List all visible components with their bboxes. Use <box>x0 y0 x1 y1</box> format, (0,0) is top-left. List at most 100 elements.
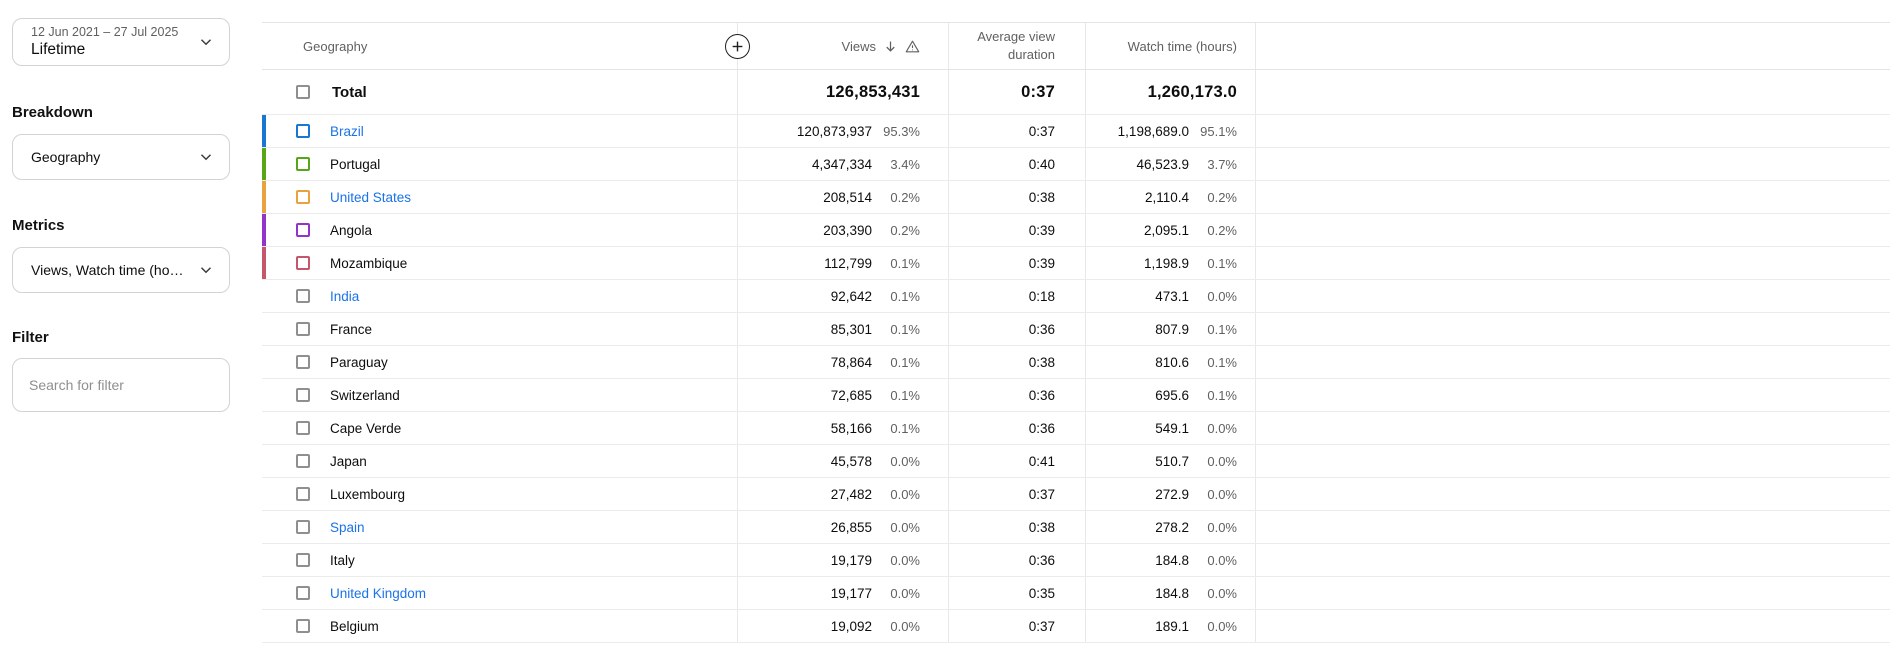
series-color-bar <box>262 247 266 279</box>
country-name[interactable]: Angola <box>330 222 373 238</box>
avg-view-duration-column-header[interactable]: Average view duration <box>948 23 1085 69</box>
views-percent: 95.3% <box>883 123 920 139</box>
series-color-bar <box>262 115 266 147</box>
watch-time-percent: 0.1% <box>1207 255 1237 271</box>
row-checkbox[interactable] <box>296 421 310 435</box>
breakdown-label: Breakdown <box>12 104 93 121</box>
views-percent: 0.2% <box>890 189 920 205</box>
chevron-down-icon <box>200 267 212 274</box>
row-checkbox[interactable] <box>296 190 310 204</box>
row-checkbox[interactable] <box>296 223 310 237</box>
row-checkbox[interactable] <box>296 619 310 633</box>
table-row[interactable]: Switzerland 72,685 0.1% 0:36 695.6 0.1% <box>262 379 1890 412</box>
watch-time-value: 510.7 <box>1155 453 1189 469</box>
total-row: Total 126,853,431 0:37 1,260,173.0 <box>262 70 1890 115</box>
row-checkbox[interactable] <box>296 454 310 468</box>
add-metric-button[interactable] <box>725 34 750 59</box>
filter-search-input[interactable] <box>12 358 230 412</box>
country-name[interactable]: United States <box>330 189 412 205</box>
country-name[interactable]: France <box>330 321 373 337</box>
table-row[interactable]: Luxembourg 27,482 0.0% 0:37 272.9 0.0% <box>262 478 1890 511</box>
series-color-bar <box>262 148 266 180</box>
table-row[interactable]: Angola 203,390 0.2% 0:39 2,095.1 0.2% <box>262 214 1890 247</box>
watch-time-percent: 0.0% <box>1207 519 1237 535</box>
watch-time-value: 46,523.9 <box>1136 156 1189 172</box>
country-name[interactable]: Italy <box>330 552 355 568</box>
table-row[interactable]: Brazil 120,873,937 95.3% 0:37 1,198,689.… <box>262 115 1890 148</box>
views-value: 112,799 <box>824 255 872 271</box>
country-name[interactable]: Paraguay <box>330 354 388 370</box>
watch-time-value: 189.1 <box>1155 618 1189 634</box>
country-name[interactable]: Mozambique <box>330 255 408 271</box>
row-checkbox[interactable] <box>296 256 310 270</box>
total-views: 126,853,431 <box>826 82 920 101</box>
row-checkbox[interactable] <box>296 124 310 138</box>
row-checkbox[interactable] <box>296 553 310 567</box>
country-name[interactable]: Spain <box>330 519 365 535</box>
country-name[interactable]: Portugal <box>330 156 381 172</box>
geography-column-header[interactable]: Geography <box>303 38 368 54</box>
total-avg-view-duration: 0:37 <box>1021 82 1055 101</box>
breakdown-selected-value: Geography <box>31 149 101 165</box>
breakdown-select[interactable]: Geography <box>12 134 230 180</box>
table-row[interactable]: Italy 19,179 0.0% 0:36 184.8 0.0% <box>262 544 1890 577</box>
views-column-header[interactable]: Views <box>737 23 948 69</box>
table-row[interactable]: Spain 26,855 0.0% 0:38 278.2 0.0% <box>262 511 1890 544</box>
row-checkbox[interactable] <box>296 157 310 171</box>
avg-view-duration-value: 0:38 <box>1028 354 1055 370</box>
date-range-picker[interactable]: 12 Jun 2021 – 27 Jul 2025 Lifetime <box>12 18 230 66</box>
row-checkbox[interactable] <box>296 289 310 303</box>
avg-view-duration-value: 0:37 <box>1028 618 1055 634</box>
watch-time-column-header[interactable]: Watch time (hours) <box>1085 23 1255 69</box>
table-row[interactable]: United States 208,514 0.2% 0:38 2,110.4 … <box>262 181 1890 214</box>
country-name[interactable]: India <box>330 288 360 304</box>
metrics-select[interactable]: Views, Watch time (ho… <box>12 247 230 293</box>
row-checkbox[interactable] <box>296 355 310 369</box>
views-percent: 0.0% <box>890 618 920 634</box>
table-row[interactable]: Cape Verde 58,166 0.1% 0:36 549.1 0.0% <box>262 412 1890 445</box>
warning-icon <box>905 40 920 52</box>
watch-time-value: 695.6 <box>1155 387 1189 403</box>
row-checkbox[interactable] <box>296 487 310 501</box>
country-name[interactable]: United Kingdom <box>330 585 427 601</box>
views-percent: 0.0% <box>890 552 920 568</box>
views-percent: 0.0% <box>890 453 920 469</box>
table-row[interactable]: Belgium 19,092 0.0% 0:37 189.1 0.0% <box>262 610 1890 643</box>
row-checkbox[interactable] <box>296 322 310 336</box>
country-name[interactable]: Luxembourg <box>330 486 406 502</box>
country-name[interactable]: Cape Verde <box>330 420 402 436</box>
filter-label: Filter <box>12 329 49 346</box>
table-row[interactable]: Mozambique 112,799 0.1% 0:39 1,198.9 0.1… <box>262 247 1890 280</box>
country-name[interactable]: Japan <box>330 453 367 469</box>
row-checkbox[interactable] <box>296 520 310 534</box>
watch-time-percent: 95.1% <box>1200 123 1237 139</box>
views-percent: 0.1% <box>890 288 920 304</box>
avg-view-duration-value: 0:36 <box>1028 420 1055 436</box>
table-row[interactable]: United Kingdom 19,177 0.0% 0:35 184.8 0.… <box>262 577 1890 610</box>
avg-view-duration-value: 0:37 <box>1028 123 1055 139</box>
views-value: 120,873,937 <box>796 123 872 139</box>
table-row[interactable]: Japan 45,578 0.0% 0:41 510.7 0.0% <box>262 445 1890 478</box>
avg-view-duration-value: 0:37 <box>1028 486 1055 502</box>
table-row[interactable]: France 85,301 0.1% 0:36 807.9 0.1% <box>262 313 1890 346</box>
views-value: 27,482 <box>830 486 872 502</box>
watch-time-value: 810.6 <box>1155 354 1189 370</box>
views-percent: 0.2% <box>890 222 920 238</box>
row-checkbox[interactable] <box>296 388 310 402</box>
watch-time-percent: 0.1% <box>1207 354 1237 370</box>
table-row[interactable]: Paraguay 78,864 0.1% 0:38 810.6 0.1% <box>262 346 1890 379</box>
country-name[interactable]: Brazil <box>330 123 364 139</box>
empty-header-cell <box>1255 23 1890 69</box>
views-percent: 0.0% <box>890 486 920 502</box>
table-row[interactable]: Portugal 4,347,334 3.4% 0:40 46,523.9 3.… <box>262 148 1890 181</box>
views-value: 19,177 <box>830 585 872 601</box>
table-row[interactable]: India 92,642 0.1% 0:18 473.1 0.0% <box>262 280 1890 313</box>
row-checkbox[interactable] <box>296 586 310 600</box>
metrics-label: Metrics <box>12 217 65 234</box>
watch-time-value: 549.1 <box>1155 420 1189 436</box>
country-name[interactable]: Switzerland <box>330 387 400 403</box>
views-value: 92,642 <box>830 288 872 304</box>
country-name[interactable]: Belgium <box>330 618 379 634</box>
total-row-checkbox[interactable] <box>296 85 310 99</box>
